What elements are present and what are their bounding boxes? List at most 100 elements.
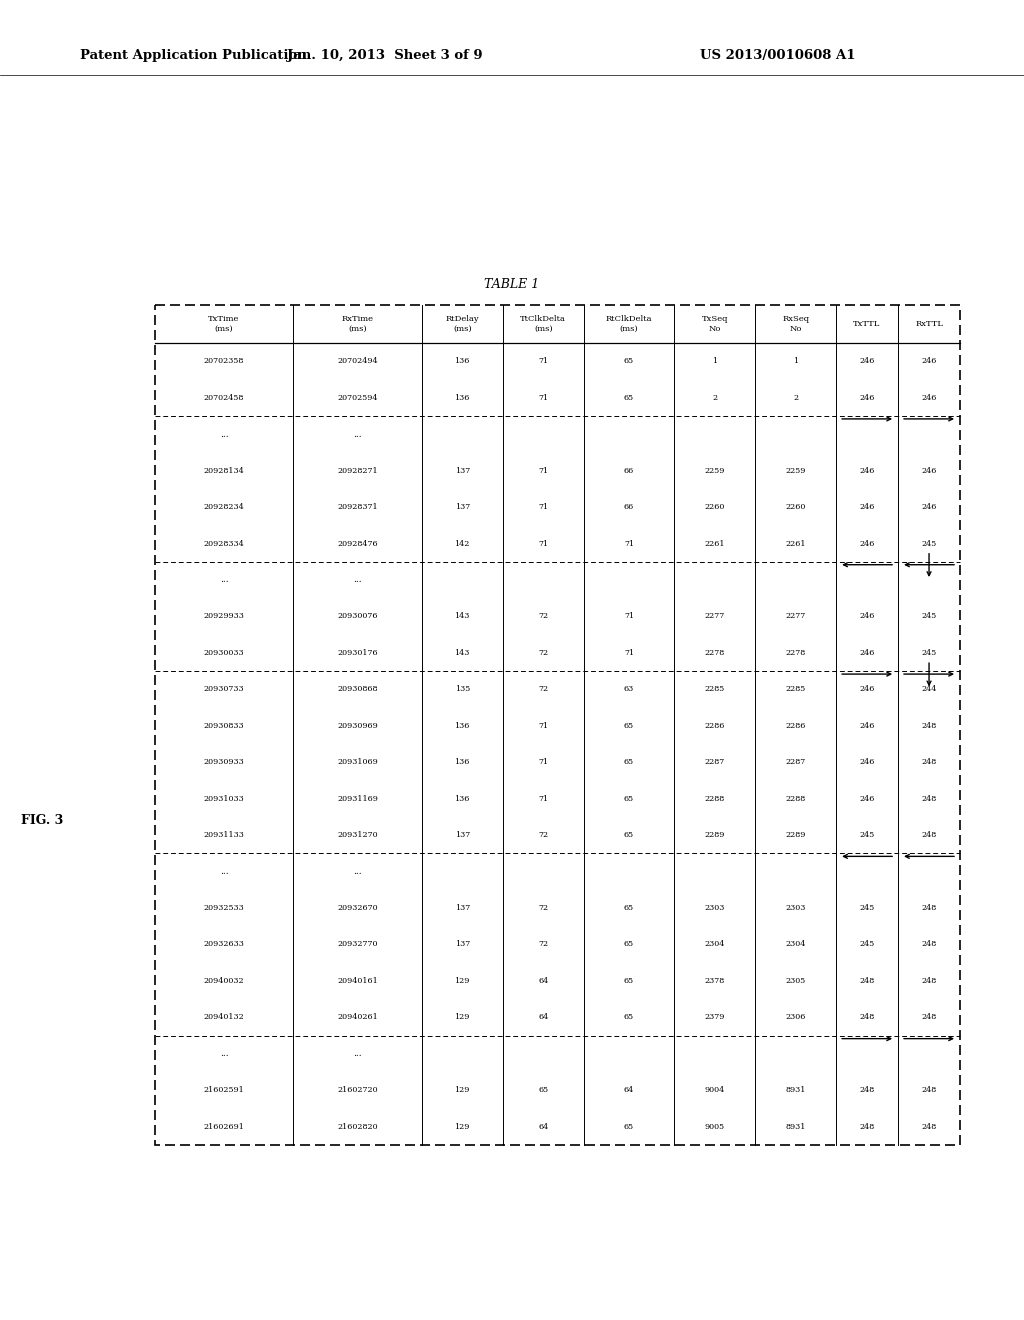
Text: 20932670: 20932670	[337, 904, 378, 912]
Text: 2286: 2286	[785, 722, 806, 730]
Text: 246: 246	[859, 649, 874, 657]
Text: 143: 143	[455, 649, 470, 657]
Text: 2287: 2287	[785, 758, 806, 766]
Text: 2287: 2287	[705, 758, 725, 766]
Text: 9004: 9004	[705, 1086, 725, 1094]
Text: 245: 245	[859, 940, 874, 949]
Text: TABLE 1: TABLE 1	[484, 279, 540, 292]
Text: 20930969: 20930969	[337, 722, 378, 730]
Text: 246: 246	[859, 722, 874, 730]
Text: 2: 2	[712, 393, 717, 401]
Text: 137: 137	[455, 904, 470, 912]
Text: 246: 246	[859, 393, 874, 401]
Text: 136: 136	[455, 722, 470, 730]
Text: 65: 65	[624, 358, 634, 366]
Text: 135: 135	[455, 685, 470, 693]
Text: 244: 244	[922, 685, 937, 693]
Text: 65: 65	[624, 758, 634, 766]
Text: 20928134: 20928134	[204, 466, 245, 475]
Text: 129: 129	[455, 977, 470, 985]
Text: 65: 65	[624, 940, 634, 949]
Text: 245: 245	[922, 540, 937, 548]
Text: 2304: 2304	[705, 940, 725, 949]
Text: 136: 136	[455, 795, 470, 803]
Text: 20932633: 20932633	[204, 940, 245, 949]
Text: 20932533: 20932533	[204, 904, 245, 912]
Text: 246: 246	[859, 466, 874, 475]
Text: 71: 71	[624, 649, 634, 657]
Text: RtClkDelta
(ms): RtClkDelta (ms)	[606, 315, 652, 333]
Text: 137: 137	[455, 503, 470, 511]
Text: 9005: 9005	[705, 1123, 725, 1131]
Text: ...: ...	[220, 429, 228, 438]
Text: 64: 64	[538, 1123, 548, 1131]
Text: 20930868: 20930868	[337, 685, 378, 693]
Text: 65: 65	[624, 832, 634, 840]
Text: 72: 72	[539, 832, 548, 840]
Text: 248: 248	[922, 904, 937, 912]
Text: 248: 248	[922, 977, 937, 985]
Text: Patent Application Publication: Patent Application Publication	[80, 49, 307, 62]
Text: 65: 65	[624, 1014, 634, 1022]
Text: 2277: 2277	[785, 612, 806, 620]
Text: 248: 248	[859, 1014, 874, 1022]
Text: 65: 65	[624, 722, 634, 730]
Text: TtClkDelta
(ms): TtClkDelta (ms)	[520, 315, 566, 333]
Text: 20940261: 20940261	[337, 1014, 378, 1022]
Text: 20928271: 20928271	[337, 466, 378, 475]
Text: 72: 72	[539, 685, 548, 693]
Text: 1: 1	[712, 358, 717, 366]
Text: RxTTL: RxTTL	[915, 319, 943, 327]
Text: 2285: 2285	[785, 685, 806, 693]
Text: 63: 63	[624, 685, 634, 693]
Text: ...: ...	[220, 576, 228, 585]
Text: 246: 246	[922, 393, 937, 401]
Text: 245: 245	[922, 612, 937, 620]
Text: 246: 246	[859, 503, 874, 511]
Text: 64: 64	[538, 977, 548, 985]
Text: 71: 71	[539, 722, 548, 730]
Text: 20931069: 20931069	[337, 758, 378, 766]
Text: 245: 245	[859, 832, 874, 840]
Text: 2277: 2277	[705, 612, 725, 620]
Text: 142: 142	[455, 540, 470, 548]
Text: 8931: 8931	[785, 1123, 806, 1131]
Text: ...: ...	[353, 867, 361, 876]
Text: 2259: 2259	[785, 466, 806, 475]
Text: 20930733: 20930733	[204, 685, 245, 693]
Text: TxSeq
No: TxSeq No	[701, 315, 728, 333]
Text: 2278: 2278	[705, 649, 725, 657]
Text: 2278: 2278	[785, 649, 806, 657]
Text: 248: 248	[922, 1014, 937, 1022]
Text: 137: 137	[455, 832, 470, 840]
Text: RxSeq
No: RxSeq No	[782, 315, 809, 333]
Text: 246: 246	[859, 358, 874, 366]
Text: 20930933: 20930933	[204, 758, 245, 766]
Text: 66: 66	[624, 466, 634, 475]
Text: 246: 246	[859, 612, 874, 620]
Text: 248: 248	[859, 977, 874, 985]
Text: US 2013/0010608 A1: US 2013/0010608 A1	[700, 49, 855, 62]
Text: 21602591: 21602591	[204, 1086, 245, 1094]
Text: 2260: 2260	[785, 503, 806, 511]
Text: 20702494: 20702494	[337, 358, 378, 366]
Text: 71: 71	[539, 466, 548, 475]
Text: RtDelay
(ms): RtDelay (ms)	[445, 315, 479, 333]
Text: 2379: 2379	[705, 1014, 725, 1022]
Text: 246: 246	[859, 685, 874, 693]
Text: 72: 72	[539, 612, 548, 620]
Text: 21602691: 21602691	[204, 1123, 245, 1131]
Text: 20940161: 20940161	[337, 977, 378, 985]
Text: 248: 248	[859, 1123, 874, 1131]
Text: 2304: 2304	[785, 940, 806, 949]
Text: 8931: 8931	[785, 1086, 806, 1094]
Text: 248: 248	[922, 1123, 937, 1131]
Text: ...: ...	[353, 429, 361, 438]
Text: 21602820: 21602820	[337, 1123, 378, 1131]
Text: 248: 248	[922, 795, 937, 803]
Text: FIG. 3: FIG. 3	[20, 813, 63, 826]
Text: 65: 65	[624, 977, 634, 985]
Text: 248: 248	[922, 1086, 937, 1094]
Text: 20928334: 20928334	[204, 540, 245, 548]
Text: 65: 65	[624, 904, 634, 912]
